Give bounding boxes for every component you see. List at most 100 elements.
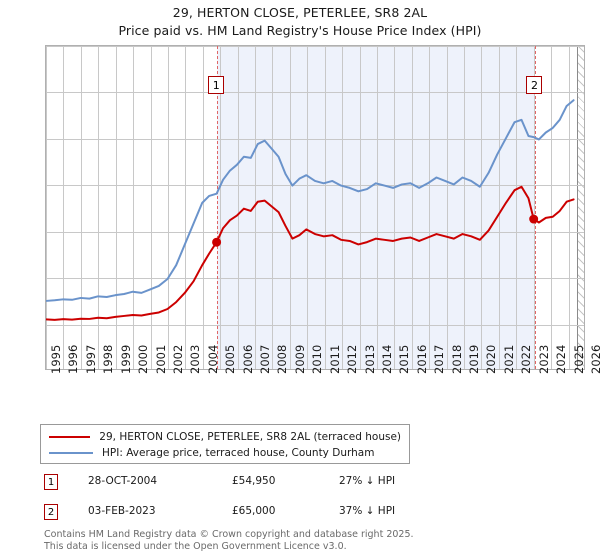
gridline-vertical bbox=[359, 46, 361, 369]
x-axis-tick-label: 2005 bbox=[223, 344, 238, 374]
x-axis-tick-label: 2017 bbox=[432, 344, 447, 374]
gridline-vertical bbox=[133, 46, 135, 369]
gridline-horizontal bbox=[46, 46, 584, 47]
gridline-vertical bbox=[464, 46, 466, 369]
legend-swatch-hpi bbox=[49, 452, 93, 454]
footer-line-2: This data is licensed under the Open Gov… bbox=[44, 540, 347, 552]
sale-event-line bbox=[535, 46, 537, 369]
gridline-vertical bbox=[429, 46, 431, 369]
gridline-vertical bbox=[63, 46, 65, 369]
x-axis-tick-label: 2007 bbox=[258, 344, 273, 374]
sale-date: 28-OCT-2004 bbox=[88, 475, 157, 487]
gridline-vertical bbox=[498, 46, 500, 369]
sale-row[interactable]: 1 28-OCT-2004 £54,950 27% ↓ HPI bbox=[44, 474, 464, 494]
sale-marker-box[interactable]: 1 bbox=[208, 76, 225, 94]
sale-marker-box[interactable]: 2 bbox=[526, 76, 543, 94]
gridline-vertical bbox=[394, 46, 396, 369]
x-axis-tick-label: 1997 bbox=[83, 344, 98, 374]
gridline-vertical bbox=[411, 46, 413, 369]
gridline-horizontal bbox=[46, 324, 584, 326]
gridline-horizontal bbox=[46, 138, 584, 140]
x-axis-tick-label: 1998 bbox=[101, 344, 116, 374]
chart-legend: 29, HERTON CLOSE, PETERLEE, SR8 2AL (ter… bbox=[40, 424, 410, 464]
gridline-vertical bbox=[167, 46, 169, 369]
x-axis-tick-label: 2016 bbox=[414, 344, 429, 374]
x-axis-tick-label: 2013 bbox=[362, 344, 377, 374]
x-axis-tick-label: 2004 bbox=[205, 344, 220, 374]
footer-line-1: Contains HM Land Registry data © Crown c… bbox=[44, 529, 414, 540]
x-axis-tick-label: 2001 bbox=[153, 344, 168, 374]
x-axis-tick-label: 2012 bbox=[345, 344, 360, 374]
x-axis-tick-label: 2006 bbox=[240, 344, 255, 374]
gridline-horizontal bbox=[46, 185, 584, 187]
x-axis-tick-label: 2003 bbox=[188, 344, 203, 374]
x-axis-tick-label: 2002 bbox=[170, 344, 185, 374]
sale-event-line bbox=[217, 46, 219, 369]
gridline-vertical bbox=[481, 46, 483, 369]
x-axis-tick-label: 1996 bbox=[66, 344, 81, 374]
x-axis-tick-label: 2018 bbox=[449, 344, 464, 374]
legend-item: HPI: Average price, terraced house, Coun… bbox=[49, 445, 401, 461]
x-axis-tick-label: 2021 bbox=[501, 344, 516, 374]
x-axis-tick-label: 2009 bbox=[292, 344, 307, 374]
series-line bbox=[46, 185, 575, 321]
x-axis-tick-label: 2026 bbox=[589, 344, 600, 374]
x-axis-tick-label: 2020 bbox=[484, 344, 499, 374]
gridline-vertical bbox=[324, 46, 326, 369]
gridline-vertical bbox=[115, 46, 117, 369]
legend-swatch-price-paid bbox=[49, 436, 91, 438]
x-axis-tick-label: 2023 bbox=[536, 344, 551, 374]
gridline-vertical bbox=[551, 46, 553, 369]
page-title: 29, HERTON CLOSE, PETERLEE, SR8 2AL bbox=[172, 5, 428, 20]
chart-series-lines bbox=[46, 99, 575, 321]
chart-plot-area bbox=[45, 45, 585, 370]
gridline-vertical bbox=[342, 46, 344, 369]
x-axis-tick-label: 2022 bbox=[519, 344, 534, 374]
x-axis-tick-label: 2000 bbox=[136, 344, 151, 374]
gridline-vertical bbox=[185, 46, 187, 369]
gridline-vertical bbox=[202, 46, 204, 369]
gridline-vertical bbox=[46, 46, 47, 369]
gridline-vertical bbox=[80, 46, 82, 369]
gridline-vertical bbox=[220, 46, 222, 369]
x-axis-tick-label: 1999 bbox=[118, 344, 133, 374]
gridline-horizontal bbox=[46, 231, 584, 233]
gridline-horizontal bbox=[46, 92, 584, 94]
sale-row[interactable]: 2 03-FEB-2023 £65,000 37% ↓ HPI bbox=[44, 504, 464, 524]
x-axis-tick-label: 2010 bbox=[310, 344, 325, 374]
x-axis-tick-label: 1995 bbox=[49, 344, 63, 374]
sale-hpi-delta: 37% ↓ HPI bbox=[339, 505, 396, 517]
x-axis-tick-label: 2014 bbox=[379, 344, 394, 374]
gridline-vertical bbox=[289, 46, 291, 369]
sale-data-point[interactable] bbox=[529, 214, 539, 224]
sale-hpi-delta: 27% ↓ HPI bbox=[339, 475, 396, 487]
gridline-vertical bbox=[376, 46, 378, 369]
sale-price: £65,000 bbox=[232, 505, 276, 517]
sale-date: 03-FEB-2023 bbox=[88, 505, 156, 517]
legend-item: 29, HERTON CLOSE, PETERLEE, SR8 2AL (ter… bbox=[49, 429, 401, 445]
gridline-vertical bbox=[533, 46, 535, 369]
sale-index-badge: 1 bbox=[44, 474, 58, 490]
gridline-vertical bbox=[307, 46, 309, 369]
x-axis-tick-label: 2024 bbox=[554, 344, 569, 374]
gridline-vertical bbox=[255, 46, 257, 369]
x-axis-tick-label: 2019 bbox=[467, 344, 482, 374]
gridline-vertical bbox=[516, 46, 518, 369]
sale-index-badge: 2 bbox=[44, 504, 58, 520]
sale-data-point[interactable] bbox=[212, 237, 222, 247]
gridline-vertical bbox=[446, 46, 448, 369]
gridline-vertical bbox=[98, 46, 100, 369]
gridline-vertical bbox=[568, 46, 570, 369]
x-axis-tick-label: 2008 bbox=[275, 344, 290, 374]
legend-label-price-paid: 29, HERTON CLOSE, PETERLEE, SR8 2AL (ter… bbox=[99, 431, 401, 443]
page-subtitle: Price paid vs. HM Land Registry's House … bbox=[118, 23, 482, 38]
x-axis-tick-label: 2011 bbox=[327, 344, 342, 374]
sale-price: £54,950 bbox=[232, 475, 276, 487]
legend-label-hpi: HPI: Average price, terraced house, Coun… bbox=[102, 447, 375, 459]
gridline-vertical bbox=[237, 46, 239, 369]
footer-attribution: Contains HM Land Registry data © Crown c… bbox=[44, 529, 584, 552]
x-axis-tick-label: 2015 bbox=[397, 344, 412, 374]
series-line bbox=[46, 99, 575, 302]
gridline-horizontal bbox=[46, 278, 584, 280]
